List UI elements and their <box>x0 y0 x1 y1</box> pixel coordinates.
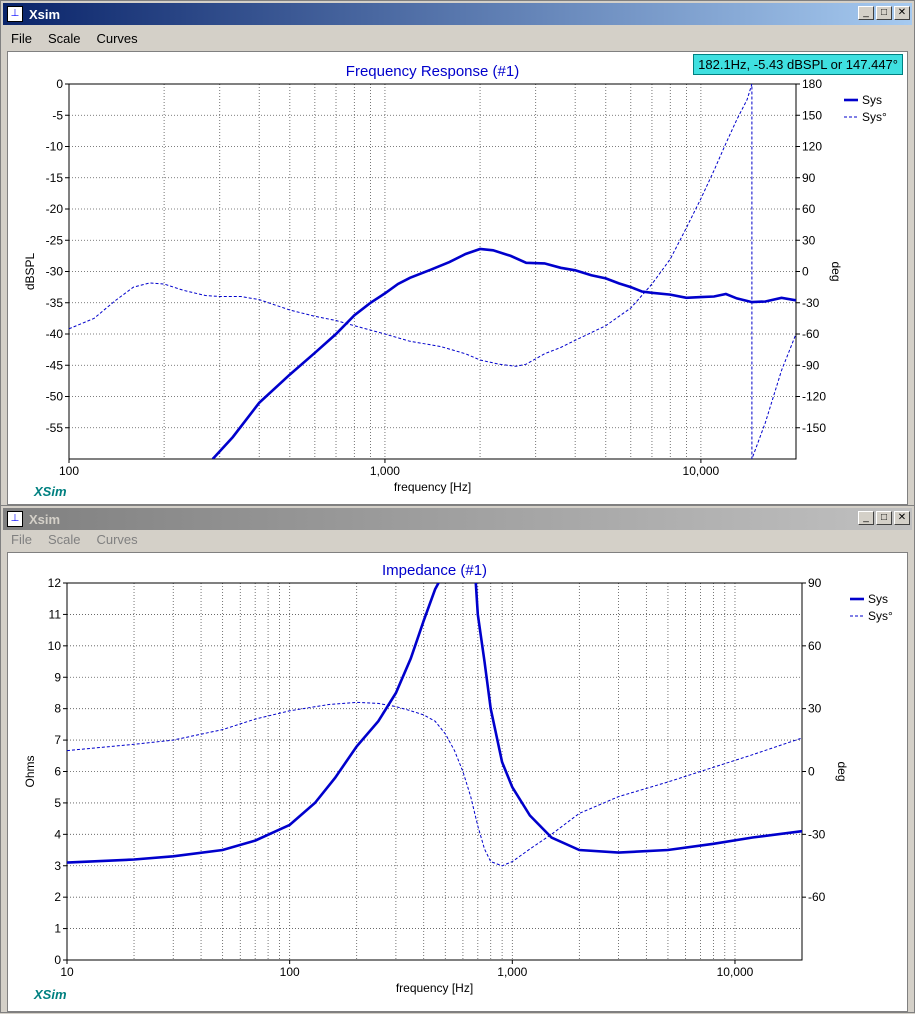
y-tick-label: 6 <box>54 765 61 779</box>
maximize-button[interactable]: □ <box>876 511 892 525</box>
x-tick-label: 10,000 <box>717 965 754 979</box>
y-tick-label: -15 <box>46 171 64 185</box>
y-tick-label: 9 <box>54 670 61 684</box>
series-line-sys-phase <box>69 84 796 459</box>
y2-axis-label: deg <box>835 761 849 781</box>
y-tick-label: -55 <box>46 421 64 435</box>
x-axis-label: frequency [Hz] <box>396 981 473 995</box>
y-tick-label: 7 <box>54 733 61 747</box>
x-tick-label: 100 <box>280 965 300 979</box>
y-axis-label: Ohms <box>23 755 37 787</box>
y-tick-label: -10 <box>46 140 64 154</box>
minimize-button[interactable]: _ <box>858 6 874 20</box>
menu-scale[interactable]: Scale <box>47 30 81 46</box>
y2-tick-label: -120 <box>802 390 826 404</box>
title-bar[interactable]: ⊥ Xsim _ □ ✕ <box>3 508 912 530</box>
chart-area[interactable]: 0 -5 -10 -15 -20 -25 -30 -35 -40 -45 -50 -55 180 150 1… <box>7 51 908 505</box>
close-button[interactable]: ✕ <box>894 6 910 20</box>
y2-tick-label: 90 <box>802 171 816 185</box>
grid-lines <box>68 83 797 459</box>
series-line-sys-phase <box>67 701 802 867</box>
legend-label: Sys° <box>868 609 893 623</box>
y2-tick-label: 150 <box>802 108 822 122</box>
series-line-sys <box>67 583 802 864</box>
y-tick-label: 0 <box>56 77 63 91</box>
y-tick-label: -35 <box>46 296 64 310</box>
menu-bar: File Scale Curves <box>3 27 912 49</box>
y2-tick-label: 60 <box>808 639 822 653</box>
legend-label: Sys <box>862 93 882 107</box>
close-button[interactable]: ✕ <box>894 511 910 525</box>
x-axis-label: frequency [Hz] <box>394 480 471 494</box>
y-tick-label: 3 <box>54 859 61 873</box>
legend-label: Sys <box>868 592 888 606</box>
x-tick-label: 10 <box>60 965 74 979</box>
y2-tick-label: 180 <box>802 77 822 91</box>
xsim-brand: XSim <box>34 987 67 1002</box>
cursor-readout: 182.1Hz, -5.43 dBSPL or 147.447° <box>693 54 903 75</box>
y2-tick-label: 60 <box>802 202 816 216</box>
y-tick-label: -5 <box>52 108 63 122</box>
menu-curves[interactable]: Curves <box>96 531 138 547</box>
y-tick-label: 10 <box>48 639 62 653</box>
y-tick-label: 11 <box>49 607 62 621</box>
chart-title: Frequency Response (#1) <box>346 63 519 80</box>
y-tick-label: -25 <box>46 233 64 247</box>
y2-tick-label: 90 <box>808 576 822 590</box>
y2-tick-label: -30 <box>802 296 820 310</box>
chart-area[interactable]: 0 1 2 3 4 5 6 7 8 9 10 11 12 90 60 30 0 -30 -60 10 100 1,000 1… <box>7 552 908 1012</box>
series-line-sys <box>211 247 796 459</box>
y2-tick-label: -90 <box>802 358 820 372</box>
y2-tick-label: -60 <box>808 890 826 904</box>
y-tick-label: -50 <box>46 390 64 404</box>
y-tick-label: 2 <box>54 890 61 904</box>
x-tick-label: 1,000 <box>497 965 527 979</box>
y2-tick-label: -30 <box>808 827 826 841</box>
y2-axis-label: deg <box>829 261 843 281</box>
frequency-response-window: ⊥ Xsim _ □ ✕ File Scale Curves 0 -5 -10 -15… <box>0 0 915 506</box>
app-icon[interactable]: ⊥ <box>7 6 23 22</box>
y-tick-label: 8 <box>54 702 61 716</box>
minimize-button[interactable]: _ <box>858 511 874 525</box>
window-title: Xsim <box>29 511 61 527</box>
y-tick-label: -40 <box>46 327 64 341</box>
y2-tick-label: 30 <box>802 233 816 247</box>
y-tick-label: -30 <box>46 265 64 279</box>
menu-curves[interactable]: Curves <box>96 30 138 46</box>
maximize-button[interactable]: □ <box>876 6 892 20</box>
y2-tick-label: -150 <box>802 421 826 435</box>
legend-label: Sys° <box>862 110 887 124</box>
y2-tick-label: 120 <box>802 140 822 154</box>
y-tick-label: 4 <box>54 827 61 841</box>
chart-title: Impedance (#1) <box>382 562 487 579</box>
y2-tick-label: 30 <box>808 702 822 716</box>
menu-bar: File Scale Curves <box>3 528 912 550</box>
x-tick-label: 100 <box>59 464 79 478</box>
app-icon[interactable]: ⊥ <box>7 511 23 527</box>
y-tick-label: 0 <box>54 953 61 967</box>
grid-lines <box>66 582 803 961</box>
menu-scale[interactable]: Scale <box>47 531 81 547</box>
menu-file[interactable]: File <box>11 531 32 547</box>
y-tick-label: -45 <box>46 358 64 372</box>
xsim-brand: XSim <box>34 484 67 499</box>
x-tick-label: 1,000 <box>370 464 400 478</box>
y-tick-label: 1 <box>54 922 61 936</box>
y-tick-label: 12 <box>48 576 62 590</box>
window-title: Xsim <box>29 6 61 22</box>
y2-tick-label: 0 <box>808 765 815 779</box>
frequency-response-chart[interactable]: 0 -5 -10 -15 -20 -25 -30 -35 -40 -45 -50 -55 180 150 1… <box>8 52 909 502</box>
y2-tick-label: 0 <box>802 265 809 279</box>
y-tick-label: -20 <box>46 202 64 216</box>
y-tick-label: 5 <box>54 796 61 810</box>
y-axis-label: dBSPL <box>23 252 37 290</box>
x-tick-label: 10,000 <box>683 464 720 478</box>
title-bar[interactable]: ⊥ Xsim _ □ ✕ <box>3 3 912 25</box>
y2-tick-label: -60 <box>802 327 820 341</box>
menu-file[interactable]: File <box>11 30 32 46</box>
